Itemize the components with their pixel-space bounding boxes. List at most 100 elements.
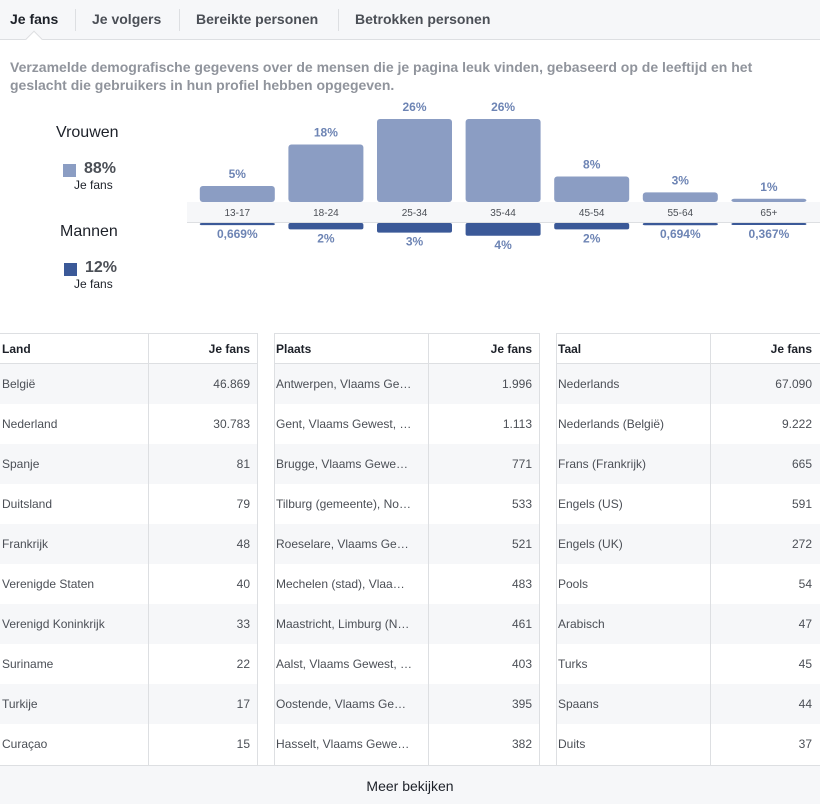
see-more-button[interactable]: Meer bekijken [366, 778, 454, 794]
women-swatch [63, 164, 76, 177]
description: Verzamelde demografische gegevens over d… [10, 59, 753, 93]
women-subtitle: Je fans [74, 178, 113, 192]
city-cell-name: Brugge, Vlaams Gewe… [276, 457, 409, 471]
bar-men-55-64 [642, 223, 718, 226]
city-cell-count: 461 [511, 617, 532, 631]
country-cell-count: 79 [236, 497, 250, 511]
tab-je-fans[interactable]: Je fans [10, 11, 59, 27]
table-border [274, 334, 275, 765]
table-row: Antwerpen, Vlaams Ge… 1.996 [274, 364, 540, 404]
country-cell-count: 81 [236, 457, 250, 471]
language-cell-name: Pools [558, 577, 589, 591]
language-cell-name: Frans (Frankrijk) [558, 457, 647, 471]
bar-men-35-44 [465, 223, 541, 236]
city-cell-count: 533 [511, 497, 532, 511]
language-header-name[interactable]: Taal [558, 342, 582, 356]
table-row: Oostende, Vlaams Ge… 395 [274, 684, 540, 724]
bar-women-18-24 [288, 144, 364, 202]
table-row: Duits 37 [556, 724, 820, 764]
table-row: Duitsland 79 [0, 484, 258, 524]
bar-label-women-45-54: 8% [583, 157, 601, 171]
table-row: Suriname 22 [0, 644, 258, 684]
table-row: Arabisch 47 [556, 604, 820, 644]
tick-label-13-17: 13-17 [225, 208, 251, 219]
city-cell-name: Aalst, Vlaams Gewest, … [276, 657, 413, 671]
table-border [556, 334, 557, 765]
bar-label-men-18-24: 2% [317, 231, 335, 245]
men-swatch [64, 263, 77, 276]
bar-women-35-44 [465, 119, 541, 202]
tick-label-45-54: 45-54 [579, 208, 605, 219]
tab-divider [179, 9, 180, 31]
city-cell-count: 771 [511, 457, 532, 471]
column-divider [148, 334, 149, 765]
table-row: Brugge, Vlaams Gewe… 771 [274, 444, 540, 484]
language-cell-name: Spaans [558, 697, 599, 711]
tick-label-18-24: 18-24 [313, 208, 339, 219]
city-table: Plaats Je fans Antwerpen, Vlaams Ge… 1.996 G… [274, 333, 540, 765]
city-cell-count: 1.996 [501, 377, 532, 391]
country-cell-count: 48 [236, 537, 250, 551]
country-cell-name: Nederland [2, 417, 58, 431]
city-cell-name: Mechelen (stad), Vlaa… [276, 577, 405, 591]
tab-je-volgers[interactable]: Je volgers [92, 11, 162, 27]
country-cell-count: 40 [236, 577, 250, 591]
table-row: Spaans 44 [556, 684, 820, 724]
table-row: Maastricht, Limburg (N… 461 [274, 604, 540, 644]
language-header-count[interactable]: Je fans [770, 342, 812, 356]
bar-label-women-55-64: 3% [672, 173, 690, 187]
city-header-name[interactable]: Plaats [276, 342, 312, 356]
country-cell-name: Duitsland [2, 497, 53, 511]
tab-bereikte-personen[interactable]: Bereikte personen [196, 11, 319, 27]
language-cell-name: Nederlands [558, 377, 620, 391]
bar-label-men-35-44: 4% [494, 238, 512, 252]
city-cell-name: Roeselare, Vlaams Ge… [276, 537, 409, 551]
tab-betrokken-personen[interactable]: Betrokken personen [355, 11, 491, 27]
language-cell-count: 45 [798, 657, 812, 671]
bar-men-13-17 [199, 223, 275, 226]
bar-label-women-35-44: 26% [491, 100, 515, 114]
bar-men-65+ [731, 223, 807, 225]
language-cell-count: 47 [798, 617, 812, 631]
tab-divider [338, 9, 339, 31]
language-cell-name: Engels (UK) [558, 537, 623, 551]
table-border [539, 334, 540, 765]
city-cell-count: 395 [511, 697, 532, 711]
city-cell-count: 1.113 [502, 417, 532, 431]
bar-label-women-13-17: 5% [229, 167, 247, 181]
men-title: Mannen [60, 223, 118, 240]
bar-label-men-65+: 0,367% [749, 227, 790, 241]
tick-label-35-44: 35-44 [490, 208, 516, 219]
bar-women-25-34 [377, 119, 452, 202]
country-header-name[interactable]: Land [2, 342, 31, 356]
bar-label-men-45-54: 2% [583, 231, 601, 245]
bar-women-55-64 [642, 192, 718, 202]
country-header-count[interactable]: Je fans [208, 342, 250, 356]
bar-women-45-54 [554, 176, 630, 202]
bar-label-women-25-34: 26% [402, 100, 426, 114]
city-cell-count: 403 [511, 657, 532, 671]
language-cell-count: 44 [798, 697, 812, 711]
language-cell-count: 54 [798, 577, 812, 591]
women-percentage: 88% [84, 160, 117, 177]
language-cell-count: 37 [798, 737, 812, 751]
bar-label-men-55-64: 0,694% [660, 227, 701, 241]
table-row: Roeselare, Vlaams Ge… 521 [274, 524, 540, 564]
city-cell-count: 483 [511, 577, 532, 591]
city-cell-count: 521 [511, 537, 532, 551]
bar-label-men-13-17: 0,669% [217, 227, 258, 241]
language-table-header: Taal Je fans [556, 334, 820, 364]
table-row: Tilburg (gemeente), No… 533 [274, 484, 540, 524]
tick-label-25-34: 25-34 [402, 208, 428, 219]
table-row: Hasselt, Vlaams Gewe… 382 [274, 724, 540, 764]
table-row: Aalst, Vlaams Gewest, … 403 [274, 644, 540, 684]
bar-men-25-34 [377, 223, 452, 233]
country-cell-count: 15 [236, 737, 250, 751]
city-header-count[interactable]: Je fans [490, 342, 532, 356]
bar-men-45-54 [554, 223, 630, 230]
table-row: Nederlands 67.090 [556, 364, 820, 404]
table-row: Verenigd Koninkrijk 33 [0, 604, 258, 644]
table-row: Nederlands (België) 9.222 [556, 404, 820, 444]
bar-label-women-18-24: 18% [314, 126, 338, 140]
table-row: Engels (UK) 272 [556, 524, 820, 564]
